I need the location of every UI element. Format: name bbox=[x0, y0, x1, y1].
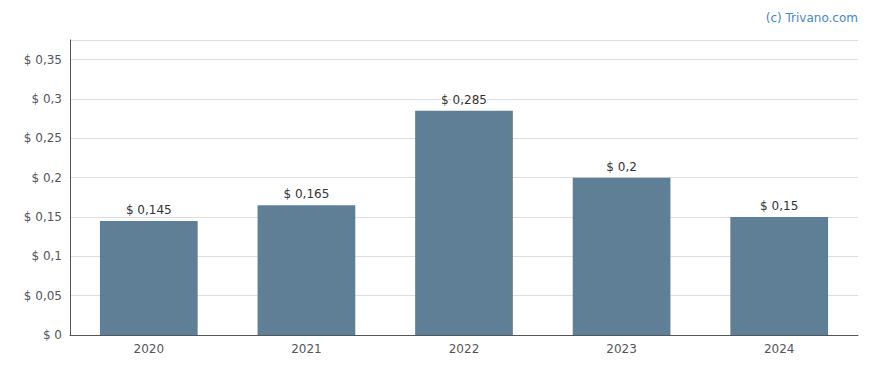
svg-text:$ 0,35: $ 0,35 bbox=[24, 53, 62, 67]
svg-text:$ 0,15: $ 0,15 bbox=[24, 210, 62, 224]
svg-text:$ 0,165: $ 0,165 bbox=[283, 187, 329, 201]
svg-text:$ 0: $ 0 bbox=[43, 328, 62, 342]
svg-text:2020: 2020 bbox=[134, 342, 165, 356]
svg-text:2021: 2021 bbox=[291, 342, 322, 356]
svg-text:$ 0,285: $ 0,285 bbox=[441, 93, 487, 107]
svg-text:$ 0,1: $ 0,1 bbox=[31, 249, 62, 263]
svg-text:2023: 2023 bbox=[606, 342, 637, 356]
svg-text:2024: 2024 bbox=[764, 342, 795, 356]
svg-text:(c) Trivano.com: (c) Trivano.com bbox=[766, 11, 858, 25]
svg-text:$ 0,3: $ 0,3 bbox=[31, 92, 62, 106]
svg-text:$ 0,145: $ 0,145 bbox=[126, 203, 172, 217]
svg-text:$ 0,2: $ 0,2 bbox=[31, 171, 62, 185]
svg-text:$ 0,25: $ 0,25 bbox=[24, 131, 62, 145]
svg-text:2022: 2022 bbox=[449, 342, 480, 356]
svg-text:$ 0,2: $ 0,2 bbox=[606, 160, 637, 174]
svg-text:$ 0,05: $ 0,05 bbox=[24, 289, 62, 303]
svg-text:$ 0,15: $ 0,15 bbox=[760, 199, 798, 213]
